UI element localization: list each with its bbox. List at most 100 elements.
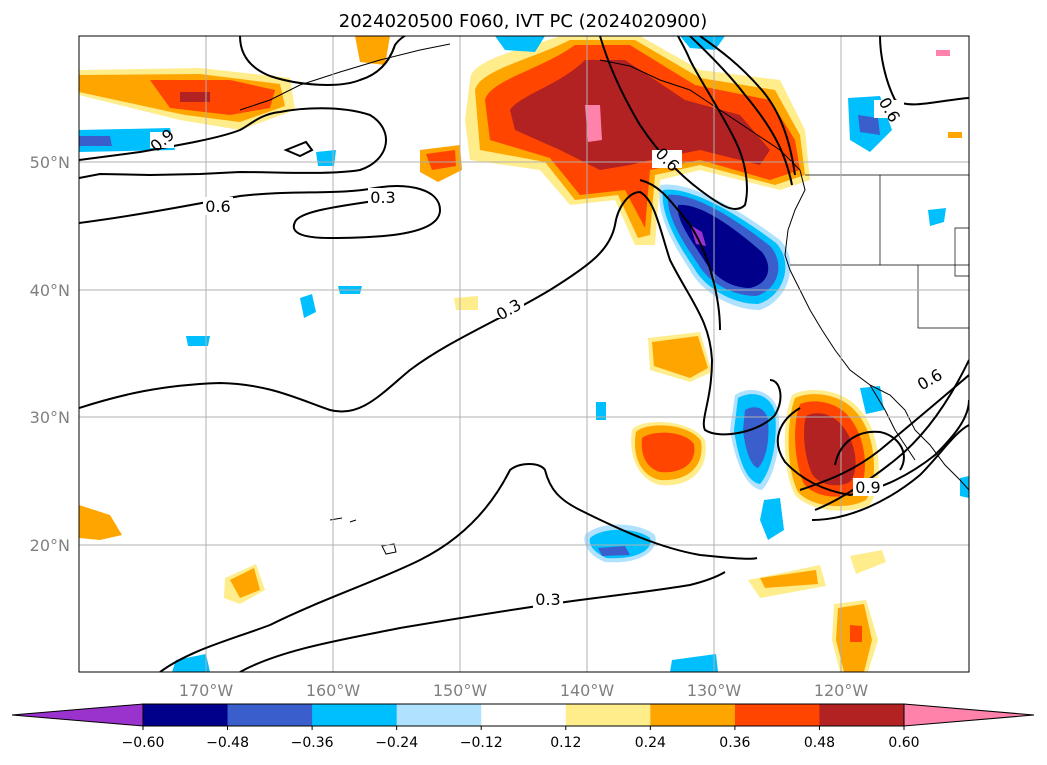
map-panel: 0.6 0.3 0.3 0.3 0.6 0.9 0.6 0.6 0.9 <box>78 35 970 673</box>
contour-line <box>689 36 793 186</box>
positive-anomaly-region <box>760 570 818 588</box>
contour-label-bg <box>915 370 945 388</box>
colorbar-segment <box>312 704 398 726</box>
contour-label-bg <box>533 590 563 608</box>
contour-label-bg <box>203 197 233 215</box>
colorbar-segment <box>565 704 651 726</box>
colorbar-outline <box>142 703 905 727</box>
colorbar-tick-label: 0.24 <box>635 735 666 751</box>
positive-anomaly-region <box>150 80 275 115</box>
colorbar-tick-label: 0.36 <box>719 735 750 751</box>
contour-label: 0.3 <box>370 188 395 207</box>
lat-label: 20°N <box>30 536 70 555</box>
colorbar-tick-label: −0.12 <box>460 735 503 751</box>
contour-label: 0.9 <box>855 478 880 497</box>
coastline-north-america <box>599 59 969 491</box>
colorbar-tick-label: −0.24 <box>375 735 418 751</box>
lon-label: 160°W <box>306 681 361 700</box>
colorbar-tick-label: −0.48 <box>206 735 249 751</box>
contour-line <box>776 399 969 497</box>
colorbar-tick-label: 0.12 <box>550 735 581 751</box>
contour-label-bg <box>150 132 174 148</box>
positive-anomaly-region <box>804 413 856 486</box>
coastline-baja <box>869 384 916 461</box>
colorbar-segment <box>481 704 567 726</box>
colorbar-segment <box>396 704 482 726</box>
contour-line <box>283 140 314 158</box>
figure-title: 2024020500 F060, IVT PC (2024020900) <box>339 11 707 32</box>
negative-anomaly-region <box>172 654 210 672</box>
contour-label-bg <box>853 478 883 496</box>
contour-line <box>159 463 758 672</box>
negative-anomaly-region <box>860 386 884 414</box>
positive-anomaly-region <box>454 296 478 310</box>
contour-line <box>79 190 782 436</box>
lat-label: 40°N <box>30 281 70 300</box>
contour-line <box>599 36 748 210</box>
colorbar-segment <box>734 704 820 726</box>
contour-label-bg <box>652 150 682 168</box>
lon-label: 140°W <box>560 681 615 700</box>
positive-anomaly-region <box>510 60 770 170</box>
colorbar: −0.60 −0.48 −0.36 −0.24 −0.12 0.12 0.24 0.36 0.4… <box>11 703 1035 751</box>
contour-line <box>239 36 406 86</box>
colorbar-tick-label: 0.48 <box>804 735 835 751</box>
colorbar-extend-low <box>11 703 144 727</box>
lon-label: 130°W <box>687 681 742 700</box>
colorbar-segment <box>650 704 736 726</box>
contour-label: 0.6 <box>205 197 230 216</box>
contour-label: 0.3 <box>535 590 560 609</box>
lat-label: 30°N <box>30 408 70 427</box>
negative-anomaly-region <box>495 36 545 52</box>
contour-label-bg <box>368 188 398 206</box>
colorbar-segment <box>143 704 229 726</box>
negative-anomaly-region <box>677 204 769 288</box>
lon-label: 120°W <box>814 681 869 700</box>
negative-anomaly-region <box>596 402 606 420</box>
positive-anomaly-region <box>948 132 962 138</box>
contour-line <box>639 179 721 331</box>
negative-anomaly-region <box>79 136 112 146</box>
negative-anomaly-region <box>960 476 969 498</box>
positive-anomaly-region <box>355 36 390 65</box>
negative-anomaly-region <box>858 115 880 135</box>
ivt-contours <box>79 36 969 672</box>
lon-label: 170°W <box>179 681 234 700</box>
colorbar-segment <box>819 704 905 726</box>
positive-anomaly-region <box>426 150 456 170</box>
positive-anomaly-region <box>850 550 886 574</box>
map-frame <box>78 35 970 673</box>
lat-label: 50°N <box>30 153 70 172</box>
colorbar-tick-label: −0.36 <box>291 735 334 751</box>
longitude-labels: 170°W 160°W 150°W 140°W 130°W 120°W <box>179 681 869 700</box>
contour-line <box>811 424 969 521</box>
colorbar-extend-high <box>903 703 1035 727</box>
latitude-labels: 50°N 40°N 30°N 20°N <box>30 153 70 555</box>
negative-anomaly-region <box>743 407 769 468</box>
colorbar-segment <box>227 704 313 726</box>
contour-label-bg <box>874 100 904 118</box>
contour-line <box>814 359 969 511</box>
gridlines <box>79 36 969 672</box>
colorbar-tick-label: 0.60 <box>888 735 919 751</box>
positive-anomaly-region <box>936 50 950 56</box>
contour-line <box>834 430 905 471</box>
contour-line <box>799 374 969 491</box>
coastline-alaska <box>239 43 451 111</box>
positive-anomaly-region <box>585 105 602 142</box>
positive-anomaly-region <box>230 568 260 598</box>
positive-anomaly-region <box>850 625 862 642</box>
negative-anomaly-region <box>928 208 946 226</box>
lon-label: 150°W <box>433 681 488 700</box>
positive-anomaly-region <box>180 92 210 102</box>
coastlines <box>239 43 969 555</box>
positive-anomaly-region <box>652 336 708 378</box>
negative-anomaly-region <box>300 294 316 318</box>
positive-anomaly-region <box>79 505 122 540</box>
contour-label-bg <box>494 300 524 318</box>
positive-anomaly-region <box>641 432 695 473</box>
negative-anomaly-region <box>670 654 718 672</box>
ivt-shaded-field <box>79 36 969 672</box>
negative-anomaly-region <box>760 498 784 540</box>
